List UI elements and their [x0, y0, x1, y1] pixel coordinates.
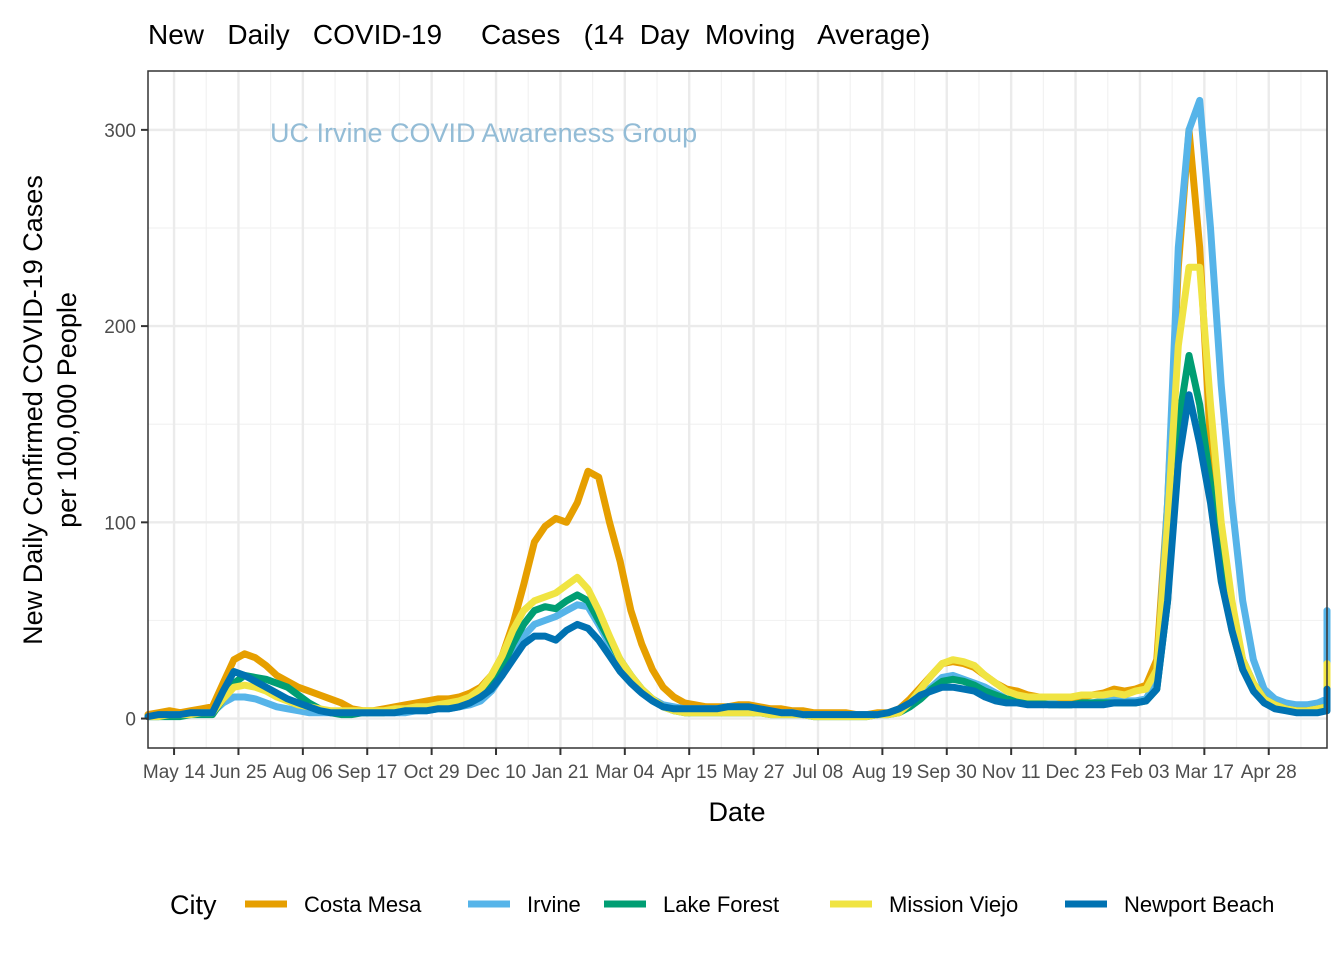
y-tick-label: 0 [125, 710, 136, 731]
panel-background [148, 71, 1327, 748]
x-tick-label: Jan 21 [532, 762, 589, 783]
legend-label-newport-beach: Newport Beach [1124, 892, 1274, 917]
x-tick-label: May 14 [143, 762, 206, 783]
series-line-newport-beach [144, 391, 1331, 721]
x-tick-label: Jun 25 [210, 762, 267, 783]
legend-label-irvine: Irvine [527, 892, 581, 917]
x-tick-label: Jul 08 [793, 762, 844, 783]
y-axis-title-line-1: New Daily Confirmed COVID-19 Cases [18, 175, 48, 645]
x-tick-label: Sep 17 [337, 762, 397, 783]
x-tick-label: Apr 15 [661, 762, 717, 783]
x-tick-label: Sep 30 [917, 762, 977, 783]
y-tick-label: 300 [104, 121, 136, 142]
legend-label-mission-viejo: Mission Viejo [889, 892, 1018, 917]
x-tick-label: Apr 28 [1241, 762, 1297, 783]
y-axis-title: New Daily Confirmed COVID-19 Cases per 1… [18, 175, 82, 645]
x-tick-label: Dec 23 [1045, 762, 1105, 783]
plot-panel: UC Irvine COVID Awareness Group [144, 70, 1331, 749]
y-axis: 0 100 200 300 [104, 121, 148, 731]
annotation-watermark: UC Irvine COVID Awareness Group [270, 118, 697, 148]
x-tick-label: Nov 11 [982, 762, 1041, 783]
y-tick-label: 200 [104, 317, 136, 338]
x-axis-title: Date [708, 797, 765, 827]
x-tick-label: May 27 [722, 762, 784, 783]
x-axis: May 14 Jun 25 Aug 06 Sep 17 Oct 29 Dec 10 Jan … [143, 748, 1297, 783]
x-tick-label: Aug 06 [273, 762, 333, 783]
y-tick-label: 100 [104, 513, 136, 534]
grid-major [148, 71, 1327, 748]
legend-label-lake-forest: Lake Forest [663, 892, 779, 917]
x-tick-label: Dec 10 [466, 762, 526, 783]
legend: City Costa Mesa Irvine Lake Forest Mission … [170, 890, 1274, 920]
series-layer [144, 96, 1331, 721]
chart-title: New Daily COVID-19 Cases (14 Day Moving … [148, 19, 930, 50]
x-tick-label: Aug 19 [852, 762, 912, 783]
panel-border [147, 70, 1328, 749]
x-tick-label: Mar 17 [1175, 762, 1234, 783]
y-axis-title-line-2: per 100,000 People [52, 292, 82, 528]
legend-title: City [170, 890, 217, 920]
x-tick-label: Oct 29 [404, 762, 460, 783]
grid-minor [148, 71, 1327, 748]
x-tick-label: Feb 03 [1110, 762, 1169, 783]
x-tick-label: Mar 04 [595, 762, 655, 783]
legend-label-costa-mesa: Costa Mesa [304, 892, 422, 917]
